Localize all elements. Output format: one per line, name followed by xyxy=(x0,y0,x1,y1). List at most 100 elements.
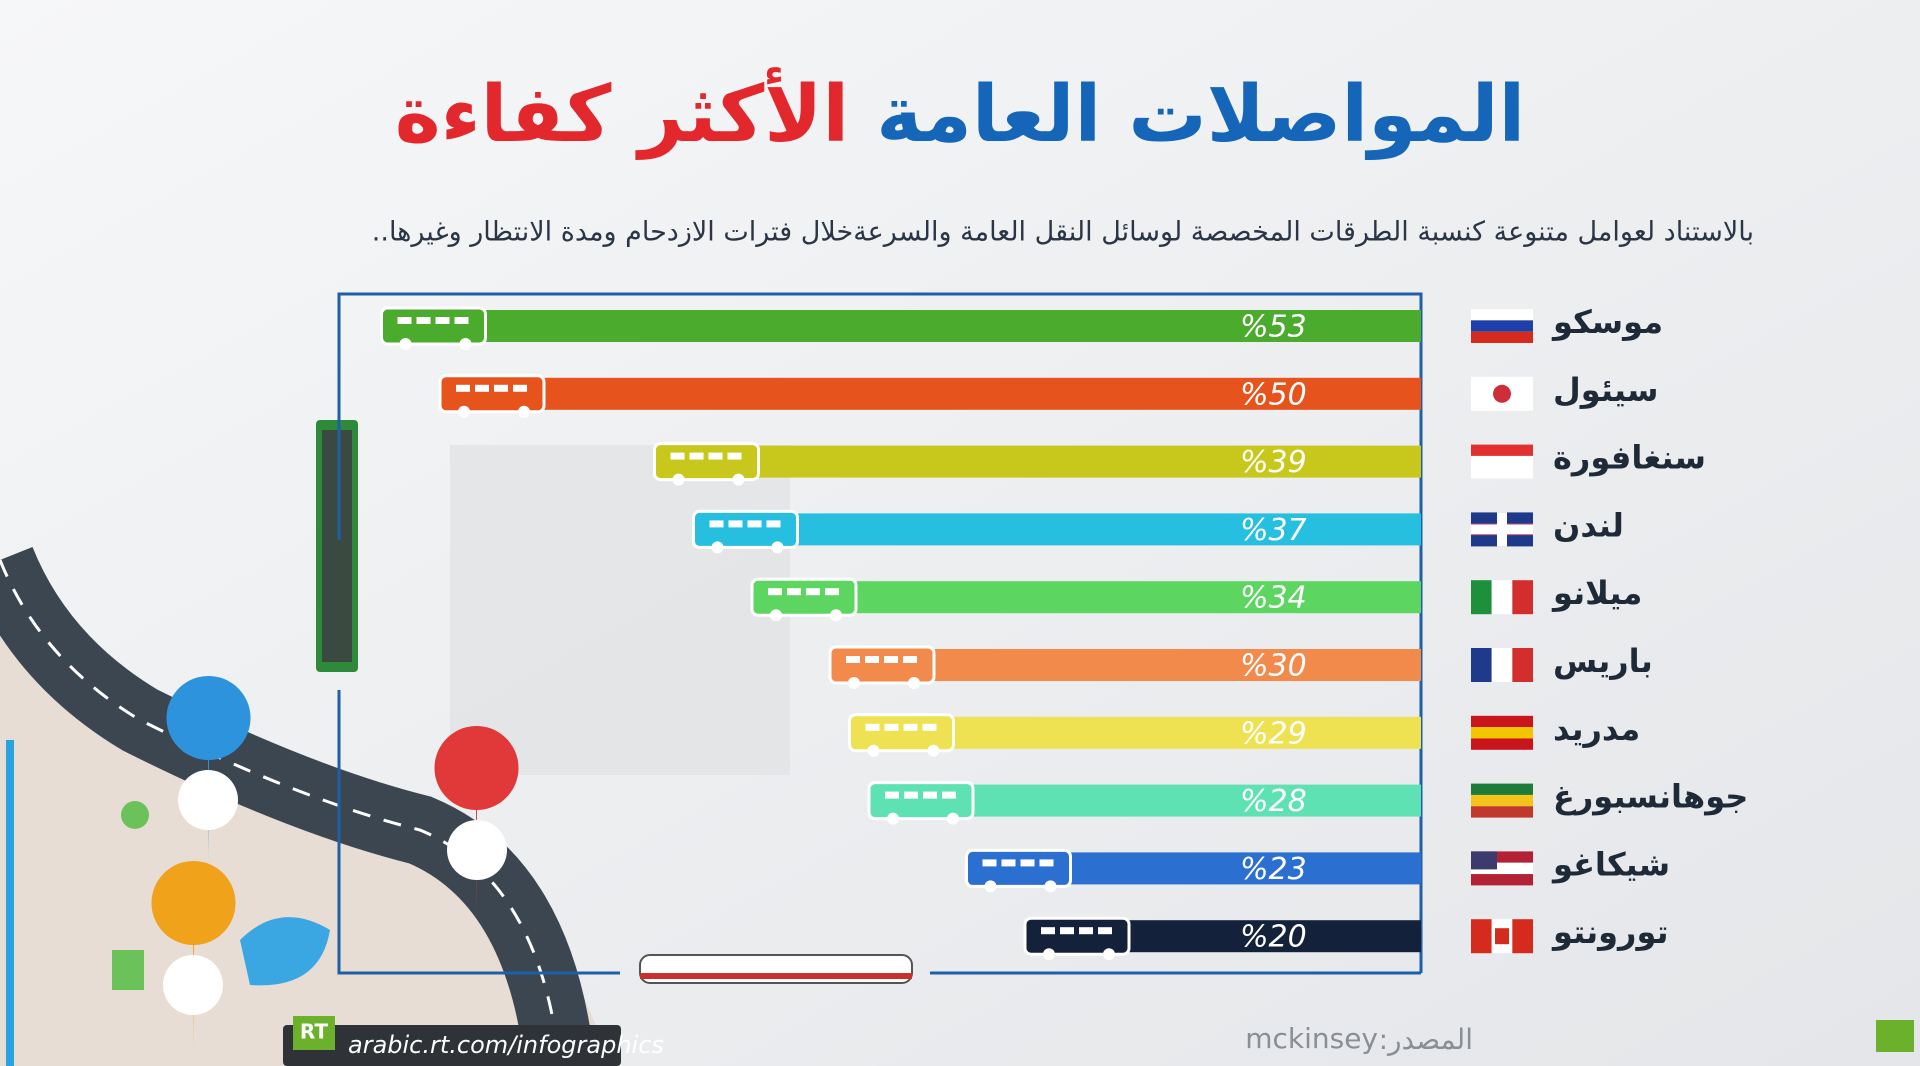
bus-window xyxy=(865,723,880,731)
bus-window xyxy=(397,317,412,324)
rt-logo-box xyxy=(293,1016,335,1050)
bus-icon xyxy=(1023,916,1131,956)
bus-wheel xyxy=(927,744,940,757)
bus-window xyxy=(728,520,743,528)
bus-window xyxy=(903,656,917,663)
bus-wheel xyxy=(848,677,860,689)
bus-window xyxy=(670,452,685,460)
source: mckinsey xyxy=(1245,1022,1378,1055)
category-label: جوهانسبورغ xyxy=(1553,778,1748,816)
flag-stripe xyxy=(1471,467,1533,479)
title-part: الأكثر كفاءة xyxy=(395,68,849,160)
bus-window xyxy=(1079,927,1093,935)
bus-wheel xyxy=(732,473,745,486)
bus-window xyxy=(884,723,899,731)
bus-icon xyxy=(380,306,487,346)
bus-window xyxy=(709,520,724,528)
bus-window xyxy=(1020,859,1035,867)
bus-window xyxy=(689,452,704,460)
footer-box xyxy=(283,1025,621,1066)
watermark xyxy=(450,445,790,775)
bus-wheel xyxy=(459,338,472,350)
frame xyxy=(337,292,1423,975)
bar xyxy=(387,310,1421,342)
flag-stripe xyxy=(1471,376,1533,389)
value-label: %39 xyxy=(1240,445,1307,480)
flag-leaf xyxy=(1495,928,1509,945)
bus-icon xyxy=(867,781,975,821)
flag-stripe xyxy=(1471,806,1533,818)
subtitle: بالاستناد لعوامل متنوعة كنسبة الطرقات ال… xyxy=(372,217,1754,248)
category-label: تورونتو xyxy=(1551,913,1669,951)
bus-window xyxy=(513,384,527,392)
flag-stripe xyxy=(1471,783,1533,795)
flag-stripe xyxy=(1471,399,1533,411)
bus-window xyxy=(766,520,781,528)
flag-stripe xyxy=(1471,919,1492,954)
bus-wheel xyxy=(770,609,782,622)
category-label: باريس xyxy=(1553,642,1653,680)
bus-window xyxy=(923,791,937,799)
flag-stripe xyxy=(1471,715,1533,728)
bus-window xyxy=(884,656,898,663)
bus-window xyxy=(806,588,820,596)
bus-icon xyxy=(965,848,1072,888)
flag-stripe xyxy=(1491,648,1513,682)
bus-wheel xyxy=(771,541,784,554)
source-label: المصدر: xyxy=(1379,1023,1473,1056)
bus-icon xyxy=(750,577,858,617)
value-label: %50 xyxy=(1240,377,1307,412)
bus-icon xyxy=(828,645,936,685)
bus-window xyxy=(475,384,489,392)
bus-window xyxy=(727,452,742,460)
bus-window xyxy=(435,317,450,324)
flag-stripe xyxy=(1471,727,1533,739)
bus-wheel xyxy=(458,405,470,418)
flag-stripe xyxy=(1471,444,1533,456)
bar xyxy=(446,377,1421,410)
rt-corner-logo xyxy=(1876,1020,1914,1052)
bar xyxy=(758,581,1421,614)
bus-wheel xyxy=(984,880,997,893)
bus-wheel xyxy=(947,812,959,825)
bus-wheel xyxy=(830,609,842,622)
bus-window xyxy=(1039,859,1054,867)
bus-wheel xyxy=(867,744,880,757)
bar xyxy=(660,445,1421,478)
flag-stripe xyxy=(1471,648,1492,682)
category-label: سيئول xyxy=(1553,371,1658,409)
bus-window xyxy=(982,859,997,867)
bus-icon xyxy=(653,442,760,482)
flag-stripe xyxy=(1471,331,1533,343)
flag-stripe xyxy=(1471,580,1492,615)
bus-window xyxy=(942,791,956,799)
flag-stripe xyxy=(1471,309,1533,321)
flag-stripe xyxy=(1471,455,1533,468)
category-label: مدريد xyxy=(1553,710,1640,748)
bus-icon xyxy=(438,374,546,414)
flag-stripe xyxy=(1491,580,1513,615)
bus-wheel xyxy=(1103,948,1115,961)
flag-cross xyxy=(1471,524,1533,535)
value-label: %34 xyxy=(1240,581,1307,616)
bus-window xyxy=(1060,927,1074,935)
flag-stripe xyxy=(1471,874,1533,886)
bus-window xyxy=(922,723,937,731)
value-label: %37 xyxy=(1240,513,1307,548)
category-label: شيكاغو xyxy=(1551,845,1670,883)
bus-wheel xyxy=(1043,948,1055,961)
bus-window xyxy=(825,588,839,596)
chart-title: المواصلات العامة الأكثر كفاءة xyxy=(395,68,1526,160)
value-label: %20 xyxy=(1240,920,1307,955)
bus-icon xyxy=(692,509,799,549)
bus-window xyxy=(768,588,782,596)
flag-stripe xyxy=(1512,648,1533,682)
bus-wheel xyxy=(399,338,412,350)
category-label: ميلانو xyxy=(1551,574,1642,612)
bus-window xyxy=(1041,927,1055,935)
flag-stripe xyxy=(1471,862,1533,875)
bus-window xyxy=(416,317,431,324)
rt-logo: RT xyxy=(300,1020,329,1044)
flag-stripe xyxy=(1512,580,1533,615)
